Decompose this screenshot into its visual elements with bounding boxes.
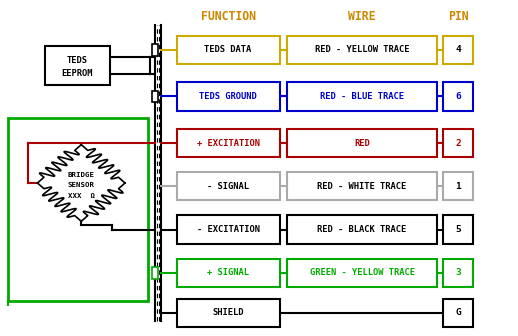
Text: SENSOR: SENSOR (68, 182, 95, 188)
Text: WIRE: WIRE (348, 10, 376, 23)
Text: RED - BLACK TRACE: RED - BLACK TRACE (318, 225, 407, 234)
Bar (287, 129, 437, 157)
Bar (45, 46, 110, 85)
Text: TEDS DATA: TEDS DATA (205, 45, 252, 54)
Text: RED - WHITE TRACE: RED - WHITE TRACE (318, 182, 407, 191)
Text: 6: 6 (455, 92, 461, 101)
Bar (177, 215, 280, 244)
Text: XXX  Ω: XXX Ω (68, 193, 95, 199)
Bar (443, 215, 473, 244)
Bar (177, 299, 280, 327)
Text: SHIELD: SHIELD (212, 308, 244, 318)
Bar (177, 172, 280, 201)
Text: - SIGNAL: - SIGNAL (207, 182, 249, 191)
Bar (177, 259, 280, 287)
Text: 1: 1 (455, 182, 461, 191)
Bar (287, 82, 437, 111)
Bar (177, 36, 280, 64)
Text: RED - YELLOW TRACE: RED - YELLOW TRACE (315, 45, 409, 54)
Bar (177, 129, 280, 157)
Bar (287, 172, 437, 201)
Bar (152, 44, 158, 55)
Text: 5: 5 (455, 225, 461, 234)
Text: BRIDGE: BRIDGE (68, 172, 95, 178)
Text: EEPROM: EEPROM (62, 69, 93, 78)
Text: PIN: PIN (448, 10, 468, 23)
Bar (443, 36, 473, 64)
Bar (177, 82, 280, 111)
Text: TEDS: TEDS (67, 56, 88, 66)
Bar (287, 259, 437, 287)
Text: G: G (455, 308, 461, 318)
Text: + SIGNAL: + SIGNAL (207, 268, 249, 278)
Bar (152, 267, 158, 279)
Text: GREEN - YELLOW TRACE: GREEN - YELLOW TRACE (310, 268, 414, 278)
Bar (443, 82, 473, 111)
Text: FUNCTION: FUNCTION (200, 10, 255, 23)
Bar (443, 172, 473, 201)
Bar (443, 259, 473, 287)
Bar (287, 215, 437, 244)
Text: RED - BLUE TRACE: RED - BLUE TRACE (320, 92, 404, 101)
Bar (443, 299, 473, 327)
Text: - EXCITATION: - EXCITATION (197, 225, 260, 234)
Bar (443, 129, 473, 157)
Text: 4: 4 (455, 45, 461, 54)
Bar (152, 90, 158, 102)
Text: + EXCITATION: + EXCITATION (197, 138, 260, 148)
Text: 2: 2 (455, 138, 461, 148)
Text: RED: RED (354, 138, 370, 148)
Bar (287, 36, 437, 64)
Text: TEDS GROUND: TEDS GROUND (199, 92, 257, 101)
Bar (8, 118, 148, 301)
Text: 3: 3 (455, 268, 461, 278)
